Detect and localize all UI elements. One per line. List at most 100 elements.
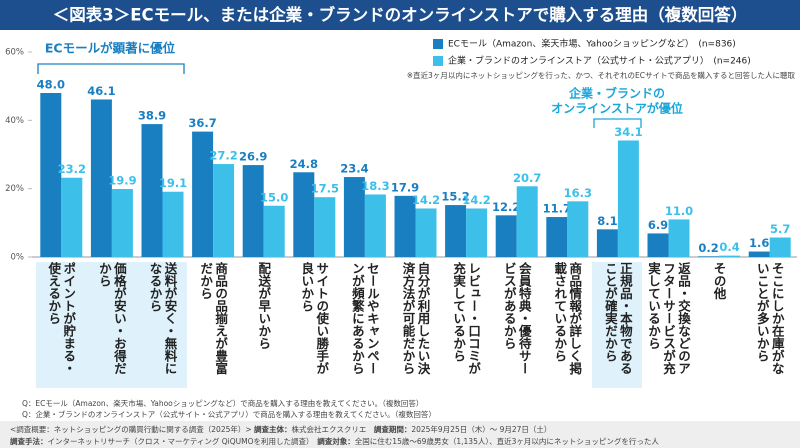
- bar: [546, 217, 568, 257]
- bar: [617, 140, 639, 257]
- bar: [364, 194, 386, 257]
- bar: [61, 177, 83, 257]
- note: ※直近3ヶ月以内にネットショッピングを行った、かつ、それぞれのECサイトで商品を…: [407, 70, 796, 80]
- bar: [162, 191, 184, 257]
- value: 2025年9月25日（木）～ 9月27日（土）: [411, 425, 552, 434]
- y-tick-label: 40%: [5, 116, 24, 126]
- label: 調査手法：: [10, 437, 48, 446]
- annotation: ECモールが顕著に優位: [45, 41, 176, 56]
- bar: [242, 165, 264, 257]
- y-tick-label: 60%: [5, 48, 24, 58]
- bar: [141, 124, 163, 257]
- data-label: 26.9: [239, 150, 267, 164]
- annotation: オンラインストアが優位: [551, 101, 683, 116]
- data-label: 16.3: [564, 186, 592, 200]
- y-tick-label: 20%: [5, 184, 24, 194]
- data-label: 38.9: [138, 109, 166, 123]
- bar: [263, 205, 285, 257]
- x-tick-label: 自分が利用したい決済方法が可能だから: [400, 262, 431, 375]
- bar: [293, 172, 315, 257]
- legend-label: ECモール（Amazon、楽天市場、Yahooショッピングなど） (n=836): [448, 38, 736, 50]
- data-label: 11.0: [665, 204, 693, 218]
- highlight: [36, 262, 187, 388]
- x-tick-label: 商品の品揃えが豊富だから: [198, 262, 229, 375]
- survey-line: 調査手法：インターネットリサーチ（クロス・マーケティング QiQUMOを利用した…: [10, 436, 659, 447]
- x-tick-label: サイトの使い勝手が良いから: [299, 262, 330, 375]
- label: 調査対象：: [317, 437, 355, 446]
- x-tick-label: セールやキャンペーンが頻繁にあるから: [349, 262, 380, 375]
- bar: [394, 195, 416, 257]
- data-label: 14.2: [412, 193, 440, 207]
- bar: [415, 208, 437, 257]
- bar: [343, 177, 365, 257]
- value: 全国に住む15歳～69歳男女（1,135人）、直近3ヶ月以内にネットショッピング…: [354, 437, 659, 446]
- data-label: 0.2: [698, 241, 718, 255]
- bar: [516, 186, 538, 257]
- bar: [314, 197, 336, 257]
- data-label: 12.2: [492, 200, 520, 214]
- data-label: 17.9: [391, 180, 419, 194]
- legend-label: 企業・ブランドのオンラインストア（公式サイト・公式アプリ） (n=246): [448, 55, 751, 67]
- x-tick-label: 送料が安く・無料になるから: [147, 262, 178, 375]
- data-label: 27.2: [209, 149, 237, 163]
- data-label: 19.9: [108, 174, 136, 188]
- x-tick-label: レビュー・口コミが充実しているから: [451, 262, 482, 375]
- bar: [567, 201, 589, 257]
- bar: [445, 205, 467, 257]
- bar: [719, 255, 741, 257]
- value: 株式会社エクスクリエ: [291, 425, 367, 434]
- data-label: 24.8: [290, 157, 318, 171]
- data-label: 18.3: [361, 179, 389, 193]
- title-bar: [0, 0, 800, 30]
- data-label: 46.1: [87, 84, 115, 98]
- bar: [90, 99, 112, 257]
- bar: [466, 208, 488, 257]
- chart-title: ＜図表3＞ECモール、または企業・ブランドのオンラインストアで購入する理由（複数…: [53, 5, 748, 25]
- label: 調査期間：: [373, 425, 412, 434]
- bar: [769, 237, 791, 257]
- survey-line: <調査概要：ネットショッピングの購買行動に関する調査（2025年）> 調査主体：…: [10, 424, 551, 435]
- bar: [192, 131, 214, 257]
- y-tick-label: 0%: [11, 253, 25, 263]
- data-label: 14.2: [462, 193, 490, 207]
- data-label: 0.4: [719, 240, 739, 254]
- x-tick-label: 配送が早いから: [256, 262, 272, 350]
- x-tick-label: 価格が安い・お得だから: [96, 262, 127, 375]
- bar: [668, 219, 690, 257]
- x-tick-label: 正規品・本物であることが確実だから: [602, 262, 633, 375]
- bar: [495, 215, 517, 257]
- footnote: Q：ECモール（Amazon、楽天市場、Yahooショッピングなど）で商品を購入…: [22, 399, 424, 408]
- data-label: 36.7: [188, 116, 216, 130]
- x-tick-label: 商品情報が詳しく掲載されているから: [552, 262, 583, 375]
- data-label: 5.7: [770, 222, 790, 236]
- data-label: 23.2: [58, 162, 86, 176]
- data-label: 23.4: [340, 162, 368, 176]
- bracket: [37, 63, 185, 74]
- bar: [647, 233, 669, 257]
- bar: [748, 251, 770, 257]
- x-tick-label: ポイントが貯まる・使えるから: [46, 262, 77, 375]
- x-tick-label: その他: [711, 262, 727, 300]
- legend-swatch: [433, 39, 443, 49]
- bar: [596, 229, 618, 257]
- label: 調査主体：: [254, 425, 292, 434]
- data-label: 34.1: [614, 125, 642, 139]
- data-label: 15.2: [441, 190, 469, 204]
- data-label: 19.1: [159, 176, 187, 190]
- annotation: 企業・ブランドの: [568, 86, 665, 101]
- x-tick-label: 会員特典・優待サービスがあるから: [501, 262, 532, 375]
- data-label: 8.1: [597, 214, 617, 228]
- footnote: Q：企業・ブランドのオンラインストア（公式サイト・公式アプリ）で商品を購入する理…: [22, 410, 436, 419]
- bar: [111, 189, 133, 257]
- data-label: 17.5: [311, 182, 339, 196]
- data-label: 15.0: [260, 190, 288, 204]
- value: インターネットリサーチ（クロス・マーケティング QiQUMOを利用した調査）: [47, 437, 310, 446]
- footer-bg: [0, 421, 800, 448]
- legend-swatch: [433, 56, 443, 66]
- data-label: 11.7: [543, 202, 571, 216]
- x-tick-label: そこにしか在庫がないことが多いから: [754, 262, 785, 375]
- data-label: 48.0: [37, 78, 65, 92]
- bar: [213, 164, 235, 257]
